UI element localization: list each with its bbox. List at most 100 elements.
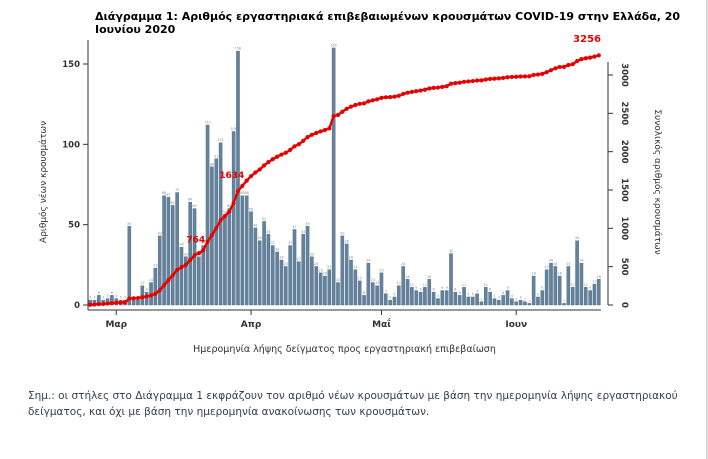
bar [314,266,319,306]
line-marker [222,213,228,219]
bar-value-label: 8 [433,288,435,292]
bar-value-label: 3 [389,296,391,300]
bar [244,195,249,306]
bar [575,240,579,306]
line-marker [218,218,223,223]
line-marker [566,62,571,68]
bar [431,291,436,306]
bar-value-label: 12 [140,281,144,285]
bar [562,303,566,306]
line-marker [540,71,545,76]
bar-value-label: 47 [292,225,296,229]
bar [136,299,140,306]
bar-value-label: 70 [175,188,179,192]
line-marker [483,77,488,82]
bar-value-label: 49 [305,222,309,226]
bar [510,298,514,306]
y-axis-right-tick: 2500 [619,101,629,125]
bar-value-label: 28 [349,256,353,260]
line-marker [579,57,584,62]
bar [349,259,353,306]
bar [279,259,284,306]
bar-value-label: 56 [223,211,227,215]
bar [362,295,366,306]
bar-value-label: 8 [419,288,421,292]
bar [466,296,471,306]
bar [488,291,492,306]
bar-value-label: 12 [375,281,379,285]
line-marker [288,147,293,153]
bar [384,293,388,306]
bar-value-label: 3 [89,296,91,300]
bar [401,266,405,306]
line-marker [122,300,128,305]
bar-value-label: 52 [262,217,266,221]
bar-value-label: 9 [441,286,443,290]
bar-value-label: 30 [310,252,314,256]
line-marker [361,101,367,106]
bar-value-label: 2 [480,297,482,301]
line-marker [153,291,158,296]
bar [449,253,453,306]
line-marker [188,257,193,263]
bar-value-label: 67 [166,193,170,197]
bar-value-label: 48 [253,223,257,227]
line-marker [175,267,180,273]
line-marker [157,288,162,293]
line-marker [148,293,154,298]
bar [301,234,305,306]
line-marker [453,81,458,86]
line-marker [235,188,241,194]
bar-value-label: 62 [171,201,175,205]
line-marker [522,74,528,79]
bar [227,208,232,306]
bar-value-label: 6 [111,291,113,295]
y-axis-left-tick: 150 [62,60,80,70]
bar [523,301,527,306]
y-axis-right-title: Συνολικός αριθμός κρουσμάτων [652,109,663,254]
bar-value-label: 8 [146,288,148,292]
line-marker [275,154,280,159]
x-axis-title: Ημερομηνία λήψης δείγματος προς εργαστηρ… [193,344,496,355]
y-axis-right-tick: 3000 [619,63,629,87]
line-marker [470,78,475,84]
cumulative-line [88,53,601,307]
line-marker [409,89,414,94]
bar [414,290,419,306]
bar-value-label: 6 [459,291,461,295]
y-axis-left-tick: 50 [68,221,80,231]
footnote: Σημ.: οι στήλες στο Διάγραμμα 1 εκφράζου… [28,390,678,419]
bar-value-label: 26 [579,259,583,263]
bar [297,261,301,306]
x-axis-tick: Ιουν [505,320,527,330]
bar-value-label: 11 [484,283,488,287]
bar-value-label: 6 [502,291,504,295]
line-marker [161,283,167,288]
line-marker [183,262,188,268]
bar-value-label: 14 [371,278,375,282]
bar [379,272,384,306]
line-marker [505,75,510,80]
bar [188,201,192,306]
bar-value-label: 2 [515,297,517,301]
line-marker [335,112,341,118]
bar [184,256,188,306]
bar-value-label: 8 [454,288,456,292]
line-marker [318,129,323,134]
bar-value-label: 4 [511,294,513,298]
bar [357,280,362,306]
line-marker [327,126,332,131]
y-axis-right-tick: 500 [619,258,629,276]
bar-value-label: 15 [358,276,362,280]
bar-value-label: 58 [249,207,253,211]
bar-value-label: 5 [537,292,539,296]
bar [162,195,166,306]
line-marker [253,170,258,175]
bar-value-label: 16 [427,275,431,279]
bar-value-label: 1 [528,299,530,303]
bar [366,263,371,306]
line-marker [553,66,558,71]
line-marker [531,72,536,78]
line-marker [266,159,271,165]
